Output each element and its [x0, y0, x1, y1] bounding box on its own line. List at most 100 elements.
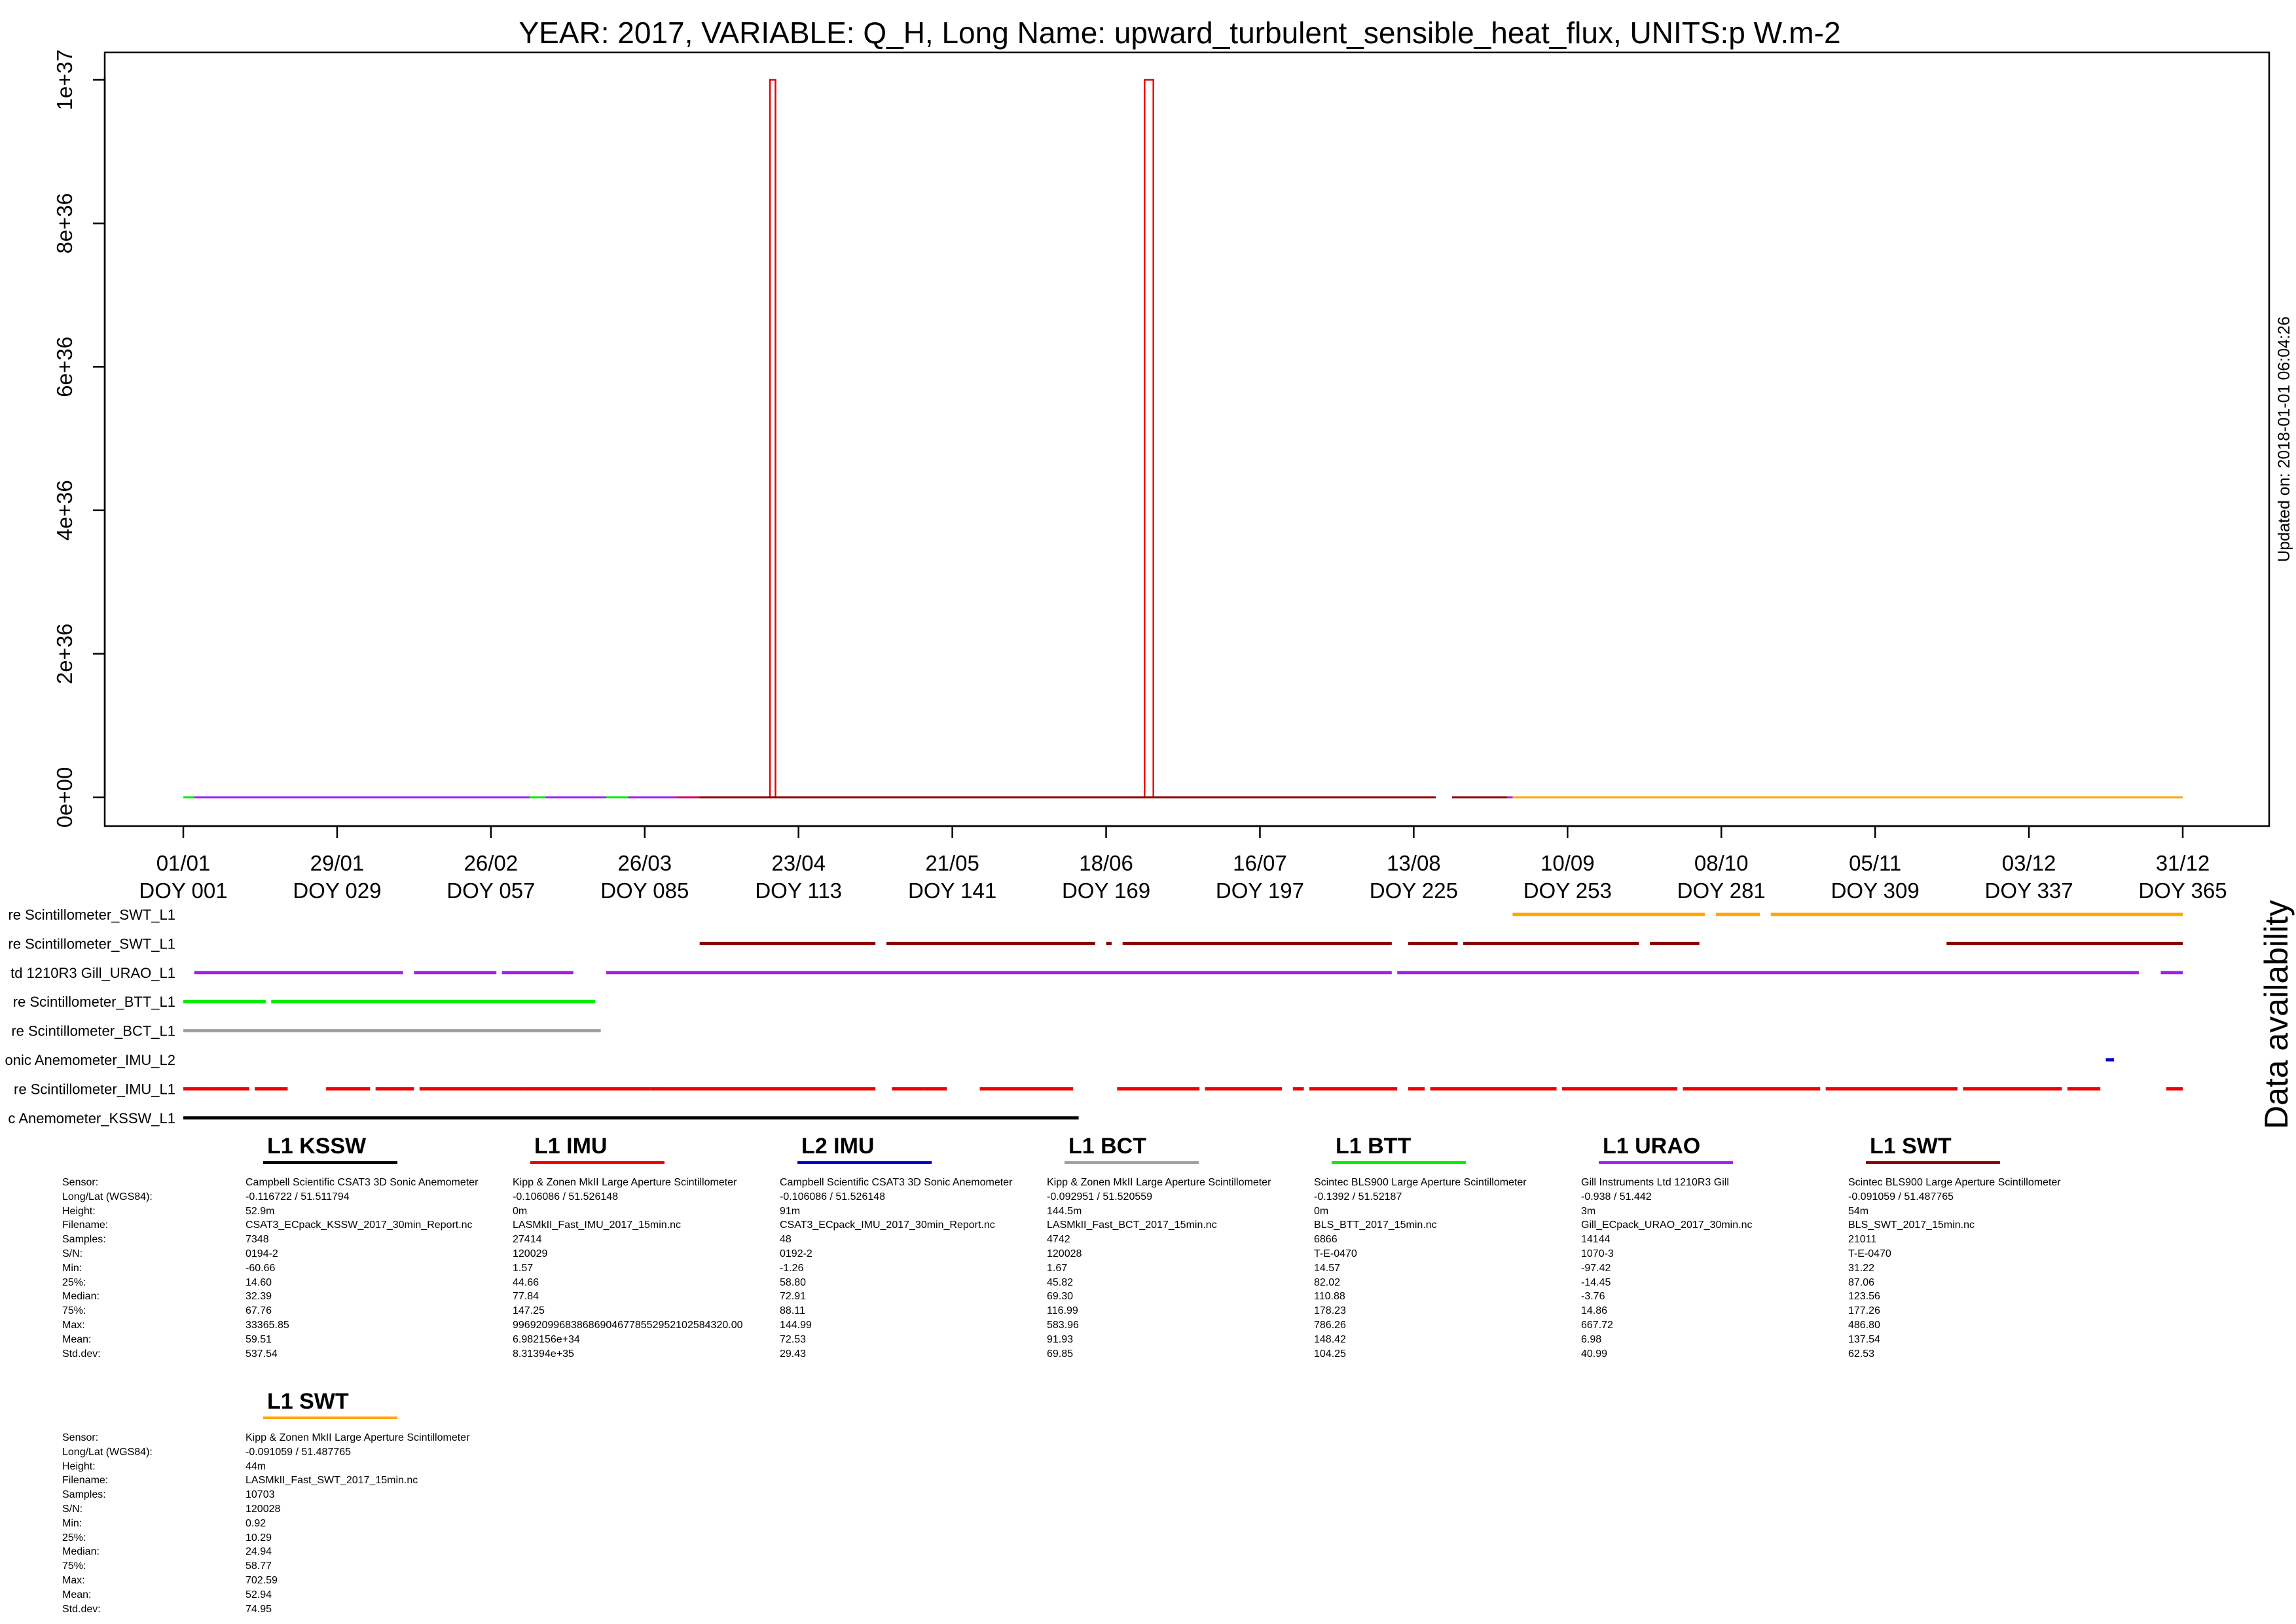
stats-value: 44m: [246, 1460, 266, 1472]
stats-value: 31.22: [1848, 1262, 1875, 1274]
availability-segment: [699, 941, 876, 945]
availability-segment: [501, 971, 574, 975]
stats-value: 82.02: [1314, 1276, 1341, 1288]
stats-value: 87.06: [1848, 1276, 1875, 1288]
stats-value: 29.43: [780, 1348, 807, 1360]
y-tick-label: 0e+00: [52, 767, 77, 828]
availability-segment: [672, 1087, 876, 1091]
y-axis-ticks: 0e+00 2e+36 4e+36 6e+36 8e+36 1e+37: [52, 50, 105, 828]
stats-value: -0.091059 / 51.487765: [1848, 1191, 1954, 1202]
stats-value: 32.39: [246, 1291, 272, 1303]
stats-label: Median:: [62, 1291, 100, 1303]
stats-value: 27414: [513, 1234, 542, 1246]
availability-row-label: re Scintillometer_BTT_L1: [13, 994, 175, 1010]
stats-label: Samples:: [62, 1489, 106, 1501]
y-tick-label: 4e+36: [52, 480, 77, 541]
stats-value: Scintec BLS900 Large Aperture Scintillom…: [1848, 1177, 2061, 1188]
stats-label: S/N:: [62, 1248, 83, 1259]
stats-value: 14.60: [246, 1276, 272, 1288]
stats-value: -60.66: [246, 1262, 276, 1274]
station-color-line: [797, 1161, 932, 1164]
stats-value: 8.31394e+35: [513, 1348, 574, 1360]
station-values: Kipp & Zonen MkII Large Aperture Scintil…: [246, 1431, 469, 1616]
station-title: L1 IMU: [534, 1134, 608, 1159]
stats-value: CSAT3_ECpack_IMU_2017_30min_Report.nc: [780, 1219, 995, 1231]
availability-segment: [210, 1087, 249, 1091]
stats-label: Min:: [62, 1262, 82, 1274]
x-tick-doy: DOY 085: [600, 878, 689, 903]
availability-segment: [1715, 912, 1760, 916]
station-color-line: [1332, 1161, 1466, 1164]
stats-value: -1.26: [780, 1262, 804, 1274]
stats-value: 44.66: [513, 1276, 539, 1288]
x-tick-doy: DOY 337: [1984, 878, 2073, 903]
stats-label: Mean:: [62, 1333, 92, 1345]
x-tick-doy: DOY 281: [1677, 878, 1766, 903]
station-title: L1 KSSW: [267, 1134, 367, 1159]
stats-label: Samples:: [62, 1234, 106, 1246]
stats-value: 0m: [513, 1205, 528, 1217]
availability-segment: [1683, 1087, 1821, 1091]
stats-value: 110.88: [1314, 1291, 1345, 1303]
x-tick-date: 23/04: [771, 851, 826, 875]
stats-value: 54m: [1848, 1205, 1869, 1217]
x-tick-doy: DOY 141: [908, 878, 996, 903]
station-title: L1 SWT: [267, 1389, 349, 1414]
stats-value: LASMkII_Fast_SWT_2017_15min.nc: [246, 1475, 418, 1487]
stats-value: 69.30: [1047, 1291, 1074, 1303]
availability-segment: [2105, 1058, 2115, 1062]
stats-value: Kipp & Zonen MkII Large Aperture Scintil…: [513, 1177, 737, 1188]
availability-row-label: onic Anemometer_IMU_L2: [5, 1052, 175, 1068]
availability-row-label: re Scintillometer_SWT_L1: [8, 935, 175, 952]
stats-value: 667.72: [1581, 1319, 1613, 1331]
stats-value: 52.9m: [246, 1205, 275, 1217]
availability-segment: [414, 971, 497, 975]
availability-segment: [386, 1087, 414, 1091]
availability-segment: [1205, 1087, 1283, 1091]
stats-value: 4742: [1047, 1234, 1070, 1246]
availability-segment: [2160, 971, 2183, 975]
stats-value: -97.42: [1581, 1262, 1611, 1274]
station-title: L1 BCT: [1068, 1134, 1146, 1159]
availability-segment: [271, 1000, 596, 1003]
x-tick-date: 13/08: [1387, 851, 1441, 875]
station-title: L1 BTT: [1336, 1134, 1412, 1159]
station-color-line: [530, 1161, 665, 1164]
y-tick-label: 6e+36: [52, 336, 77, 397]
stats-value: -14.45: [1581, 1276, 1611, 1288]
stats-value: T-E-0470: [1314, 1248, 1357, 1259]
stats-value: BLS_BTT_2017_15min.nc: [1314, 1219, 1437, 1231]
stats-value: 137.54: [1848, 1333, 1880, 1345]
x-tick-date: 31/12: [2156, 851, 2210, 875]
plot-series: [183, 79, 2183, 799]
availability-segment: [255, 1087, 288, 1091]
stats-label: Std.dev:: [62, 1603, 101, 1615]
stats-value: T-E-0470: [1848, 1248, 1891, 1259]
x-tick-date: 26/02: [464, 851, 519, 875]
x-tick-doy: DOY 029: [293, 878, 381, 903]
station-title: L1 URAO: [1603, 1134, 1701, 1159]
station-values: Scintec BLS900 Large Aperture Scintillom…: [1314, 1176, 1527, 1361]
stats-value: 1070-3: [1581, 1248, 1614, 1259]
stats-value: -0.091059 / 51.487765: [246, 1446, 352, 1458]
stats-value: 120029: [513, 1248, 548, 1259]
x-tick-doy: DOY 225: [1370, 878, 1458, 903]
availability-row-label: td 1210R3 Gill_URAO_L1: [10, 965, 175, 981]
stats-value: 58.80: [780, 1276, 807, 1288]
x-tick-date: 01/01: [156, 851, 211, 875]
stats-value: LASMkII_Fast_BCT_2017_15min.nc: [1047, 1219, 1217, 1231]
stats-value: 45.82: [1047, 1276, 1074, 1288]
availability-segment: [326, 1087, 371, 1091]
availability-segment: [606, 971, 1392, 975]
stats-value: -0.106086 / 51.526148: [780, 1191, 886, 1202]
stats-label: Sensor:: [62, 1177, 99, 1188]
y-tick-label: 8e+36: [52, 193, 77, 254]
x-tick-doy: DOY 001: [139, 878, 227, 903]
x-tick-date: 21/05: [925, 851, 979, 875]
stats-label: Mean:: [62, 1589, 92, 1600]
availability-segment: [1463, 941, 1639, 945]
stats-value: 120028: [1047, 1248, 1082, 1259]
stats-value: 0.92: [246, 1517, 266, 1529]
x-tick-doy: DOY 365: [2138, 878, 2227, 903]
stats-label: 25%:: [62, 1532, 86, 1543]
